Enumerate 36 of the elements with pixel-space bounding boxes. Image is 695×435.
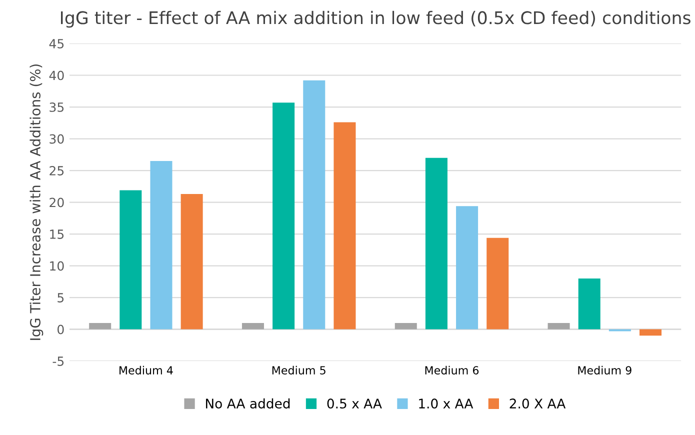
chart-title: IgG titer - Effect of AA mix addition in low feed (0.5x CD feed) conditions: [60, 10, 690, 28]
y-tick-label: 30: [50, 134, 64, 144]
x-tick-label: Medium 6: [425, 366, 479, 375]
y-tick-label: 40: [49, 70, 64, 80]
bar: [150, 160, 172, 330]
y-tick-label: 15: [50, 230, 64, 239]
x-tick-label: Medium 5: [272, 366, 326, 375]
bar: [578, 278, 600, 330]
y-tick-label: 0: [58, 324, 64, 334]
bar: [120, 190, 142, 330]
bar: [272, 102, 295, 330]
bar: [394, 322, 417, 330]
y-axis-title: IgG Titer Increase with AA Additions (%): [30, 64, 44, 340]
y-tick-label: 5: [58, 293, 64, 302]
bar: [89, 322, 112, 330]
legend-label: No AA added: [206, 398, 290, 409]
bar: [548, 322, 570, 330]
bar: [242, 322, 264, 330]
bar: [425, 158, 448, 330]
y-tick-label: 10: [50, 261, 64, 271]
bar: [303, 80, 326, 330]
legend-label: 1.0 x AA: [419, 398, 474, 409]
y-tick-label: 35: [50, 102, 64, 112]
bar: [334, 122, 356, 330]
bar: [180, 194, 203, 330]
x-tick-label: Medium 4: [120, 366, 173, 375]
legend-label: 0.5 x AA: [327, 398, 382, 409]
x-tick-label: Medium 9: [578, 366, 632, 375]
bar: [486, 238, 509, 330]
y-tick-label: -5: [52, 356, 64, 366]
y-tick-label: 20: [50, 198, 64, 208]
bar: [456, 206, 478, 330]
y-tick-label: 45: [49, 39, 64, 48]
legend-label: 2.0 X AA: [510, 398, 566, 409]
y-tick-label: 25: [50, 166, 64, 176]
bar: [640, 329, 662, 336]
